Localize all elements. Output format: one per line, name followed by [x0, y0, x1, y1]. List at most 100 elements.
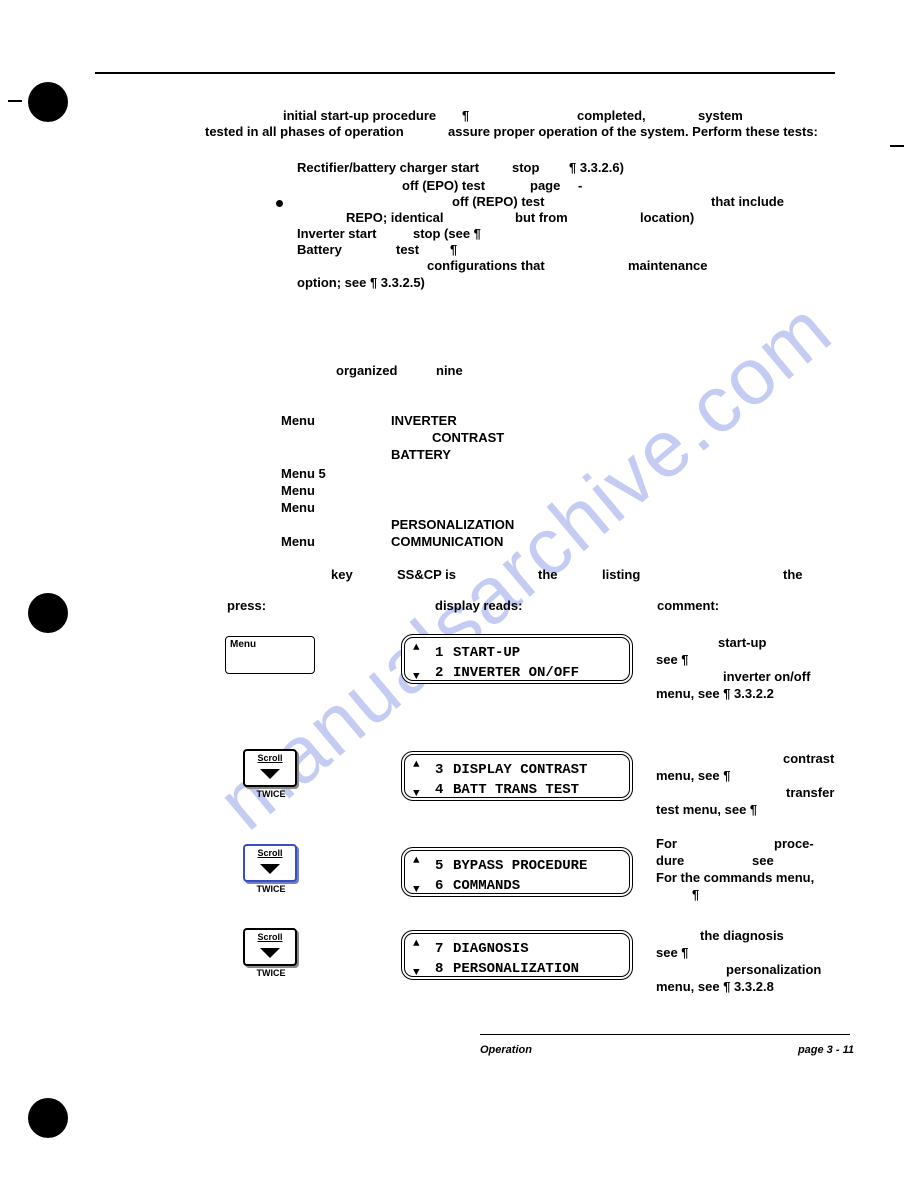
arrow-up-icon: ▲ — [413, 939, 420, 950]
body-text: maintenance — [628, 258, 707, 273]
comment-text: the diagnosis — [700, 928, 784, 943]
body-text: that include — [711, 194, 784, 209]
comment-text: start-up — [718, 635, 766, 650]
scroll-button[interactable]: Scroll — [243, 928, 297, 966]
body-text: Rectifier/battery charger start — [297, 160, 479, 175]
arrow-up-icon: ▲ — [413, 643, 420, 654]
body-text: INVERTER — [391, 413, 457, 428]
dash-mark — [890, 145, 904, 147]
body-text: initial start-up procedure — [283, 108, 436, 123]
comment-text: menu, see ¶ 3.3.2.2 — [656, 686, 774, 701]
body-text: configurations that — [427, 258, 545, 273]
body-text: listing — [602, 567, 640, 582]
column-header-comment: comment: — [657, 598, 719, 613]
bullet-icon — [276, 200, 283, 207]
comment-text: menu, see ¶ — [656, 768, 730, 783]
column-header-press: press: — [227, 598, 266, 613]
chevron-down-icon — [260, 948, 280, 958]
top-rule — [95, 72, 835, 74]
body-text: SS&CP is — [397, 567, 456, 582]
body-text: Menu 5 — [281, 466, 326, 481]
lcd-display: ▲ ▼ 3DISPLAY CONTRAST 4BATT TRANS TEST — [401, 751, 633, 801]
body-text: off (EPO) test — [402, 178, 485, 193]
body-text: stop (see ¶ — [413, 226, 481, 241]
display-text: COMMANDS — [453, 878, 520, 894]
lcd-display: ▲ ▼ 1START-UP 2INVERTER ON/OFF — [401, 634, 633, 684]
display-num: 2 — [435, 663, 453, 683]
body-text: page — [530, 178, 560, 193]
chevron-down-icon — [260, 864, 280, 874]
body-text: - — [578, 178, 582, 193]
menu-button[interactable]: Menu — [225, 636, 315, 674]
arrow-up-icon: ▲ — [413, 760, 420, 771]
dash-mark — [8, 100, 22, 102]
comment-text: inverter on/off — [723, 669, 810, 684]
display-text: DISPLAY CONTRAST — [453, 762, 587, 778]
comment-text: test menu, see ¶ — [656, 802, 757, 817]
body-text: system — [698, 108, 743, 123]
arrow-down-icon: ▼ — [413, 672, 420, 683]
body-text: Menu — [281, 413, 315, 428]
body-text: ¶ — [462, 108, 469, 123]
punch-hole — [28, 82, 68, 122]
display-num: 8 — [435, 959, 453, 979]
twice-label: TWICE — [243, 968, 299, 978]
body-text: Inverter start — [297, 226, 376, 241]
twice-label: TWICE — [243, 884, 299, 894]
body-text: CONTRAST — [432, 430, 504, 445]
comment-text: contrast — [783, 751, 834, 766]
body-text: Menu — [281, 534, 315, 549]
comment-text: menu, see ¶ 3.3.2.8 — [656, 979, 774, 994]
body-text: the — [783, 567, 803, 582]
scroll-button-label: Scroll — [245, 753, 295, 763]
body-text: the — [538, 567, 558, 582]
body-text: tested in all phases of operation — [205, 124, 404, 139]
display-text: INVERTER ON/OFF — [453, 665, 579, 681]
body-text: organized — [336, 363, 397, 378]
body-text: Battery — [297, 242, 342, 257]
scroll-button-label: Scroll — [245, 848, 295, 858]
display-num: 7 — [435, 939, 453, 959]
display-text: START-UP — [453, 645, 520, 661]
body-text: key — [331, 567, 353, 582]
menu-button-label: Menu — [230, 639, 256, 650]
body-text: stop — [512, 160, 539, 175]
body-text: Menu — [281, 500, 315, 515]
comment-text: For — [656, 836, 677, 851]
body-text: REPO; identical — [346, 210, 444, 225]
arrow-up-icon: ▲ — [413, 856, 420, 867]
scroll-button[interactable]: Scroll — [243, 844, 297, 882]
body-text: option; see ¶ 3.3.2.5) — [297, 275, 425, 290]
scroll-button-wrap: Scroll TWICE — [243, 844, 299, 894]
body-text: completed, — [577, 108, 646, 123]
chevron-down-icon — [260, 769, 280, 779]
comment-text: see ¶ — [656, 945, 689, 960]
scroll-button[interactable]: Scroll — [243, 749, 297, 787]
display-text: DIAGNOSIS — [453, 941, 529, 957]
scroll-button-wrap: Scroll TWICE — [243, 928, 299, 978]
comment-text: dure — [656, 853, 684, 868]
arrow-down-icon: ▼ — [413, 968, 420, 979]
body-text: but from — [515, 210, 568, 225]
page: manualsarchive.com initial start-up proc… — [0, 0, 909, 1185]
body-text: Menu — [281, 483, 315, 498]
punch-hole — [28, 593, 68, 633]
footer-page: page 3 - 11 — [798, 1044, 854, 1056]
arrow-down-icon: ▼ — [413, 789, 420, 800]
comment-text: ¶ — [692, 887, 699, 902]
display-num: 1 — [435, 643, 453, 663]
watermark: manualsarchive.com — [37, 197, 882, 1042]
comment-text: proce- — [774, 836, 814, 851]
comment-text: personalization — [726, 962, 821, 977]
twice-label: TWICE — [243, 789, 299, 799]
footer-section: Operation — [480, 1044, 532, 1056]
body-text: ¶ — [450, 242, 457, 257]
display-num: 3 — [435, 760, 453, 780]
punch-hole — [28, 1098, 68, 1138]
display-num: 6 — [435, 876, 453, 896]
body-text: test — [396, 242, 419, 257]
body-text: nine — [436, 363, 463, 378]
body-text: BATTERY — [391, 447, 451, 462]
display-text: PERSONALIZATION — [453, 961, 579, 977]
body-text: PERSONALIZATION — [391, 517, 514, 532]
